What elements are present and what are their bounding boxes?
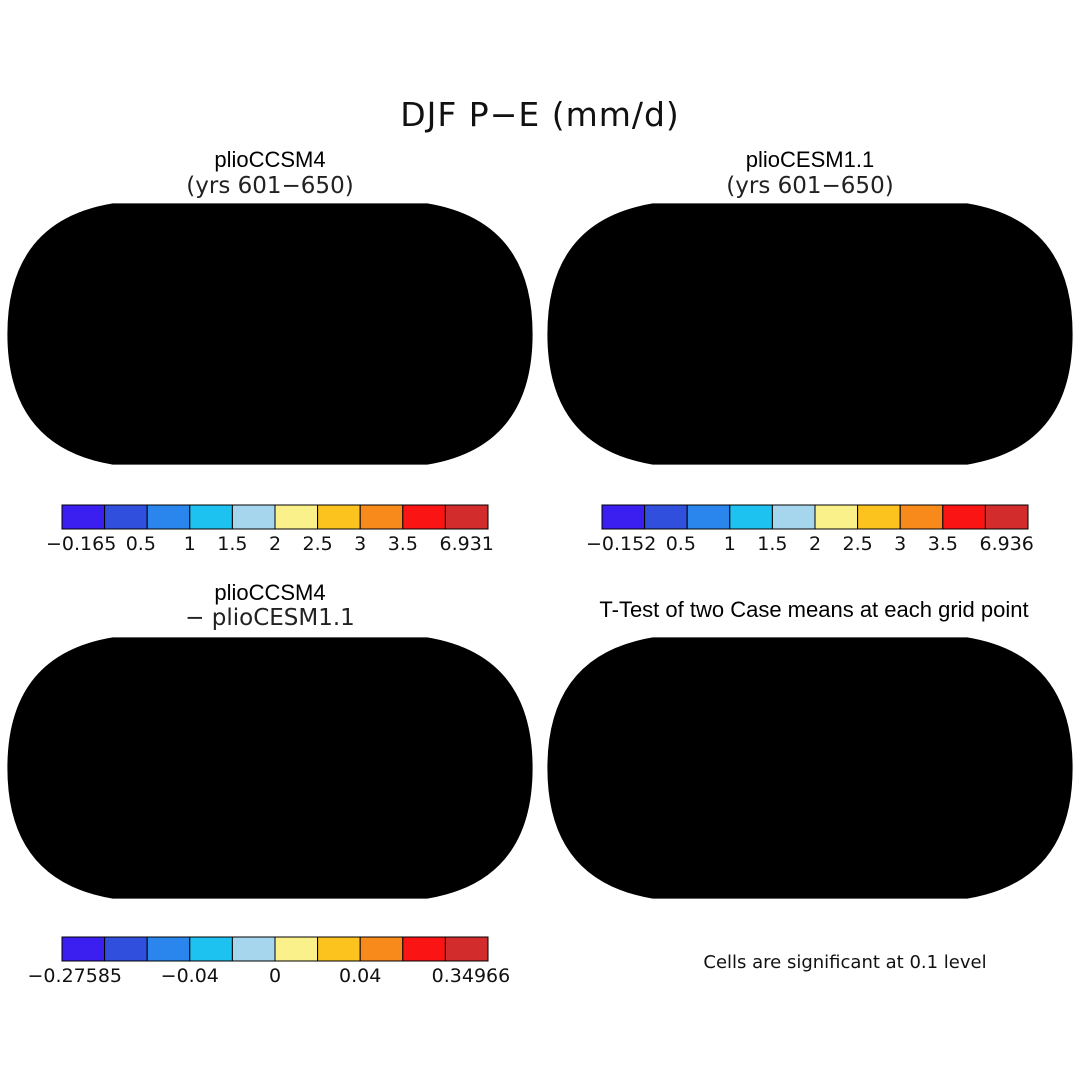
colorbar-swatch xyxy=(317,504,361,530)
panel-3-title: plioCCSM4 xyxy=(214,580,326,605)
colorbar-tick-label: 1 xyxy=(184,533,196,555)
colorbar-swatch xyxy=(146,936,191,962)
colorbar-swatch xyxy=(644,504,688,530)
colorbar-tick-label: 3 xyxy=(354,533,366,555)
colorbar-tick-label: 3 xyxy=(894,533,906,555)
colorbar-1: −0.165 0.5 1 1.5 2 2.5 3 3.5 6.931 xyxy=(46,504,494,555)
colorbar-tick-label: −0.04 xyxy=(161,965,219,987)
colorbar-tick-label: −0.27585 xyxy=(28,965,123,987)
colorbar-tick-label: 0.34966 xyxy=(432,965,511,987)
colorbar-3: −0.27585 −0.04 0 0.04 0.34966 xyxy=(28,936,511,987)
colorbar-tick-label: 1 xyxy=(724,533,736,555)
panel-4-title: T-Test of two Case means at each grid po… xyxy=(599,597,1029,622)
colorbar-tick-label: 2 xyxy=(809,533,821,555)
colorbar-swatch xyxy=(61,504,106,530)
colorbar-tick-label: 0.5 xyxy=(666,533,696,555)
colorbar-swatch xyxy=(359,936,404,962)
colorbar-swatch xyxy=(359,504,404,530)
colorbar-swatch xyxy=(686,504,731,530)
colorbar-swatch xyxy=(104,936,148,962)
colorbar-swatch xyxy=(444,504,489,530)
panel-3-subtitle: − plioCESM1.1 xyxy=(185,605,355,631)
colorbar-swatch xyxy=(984,504,1029,530)
panel-1-subtitle: (yrs 601−650) xyxy=(186,173,354,199)
significance-footnote: Cells are significant at 0.1 level xyxy=(703,952,987,973)
colorbar-swatch xyxy=(601,504,646,530)
panel-2-subtitle: (yrs 601−650) xyxy=(726,173,894,199)
colorbar-swatch xyxy=(274,504,319,530)
colorbar-tick-label: 0.5 xyxy=(126,533,156,555)
colorbar-swatch xyxy=(104,504,148,530)
colorbar-tick-label: 2 xyxy=(269,533,281,555)
colorbar-swatch xyxy=(317,936,361,962)
colorbar-swatch xyxy=(899,504,944,530)
colorbar-swatch xyxy=(771,504,816,530)
main-title: DJF P−E (mm/d) xyxy=(400,95,680,134)
colorbar-swatch xyxy=(857,504,901,530)
map-panel-4 xyxy=(548,638,1072,898)
colorbar-tick-label: 2.5 xyxy=(842,533,872,555)
colorbar-tick-label: 6.936 xyxy=(979,533,1033,555)
colorbar-tick-label: 1.5 xyxy=(757,533,787,555)
colorbar-tick-label: 0 xyxy=(269,965,281,987)
colorbar-tick-label: 6.931 xyxy=(439,533,493,555)
colorbar-swatch xyxy=(231,504,276,530)
map-panel-1 xyxy=(8,204,532,464)
colorbar-swatch xyxy=(61,936,106,962)
colorbar-tick-label: 0.04 xyxy=(339,965,381,987)
colorbar-tick-label: −0.152 xyxy=(586,533,656,555)
panel-2-title: plioCESM1.1 xyxy=(745,147,875,172)
colorbar-swatch xyxy=(444,936,489,962)
colorbar-swatch xyxy=(729,504,773,530)
colorbar-swatch xyxy=(942,504,986,530)
colorbar-swatch xyxy=(146,504,191,530)
colorbar-swatch xyxy=(814,504,859,530)
colorbar-swatch xyxy=(231,936,276,962)
colorbar-tick-label: 2.5 xyxy=(302,533,332,555)
colorbar-tick-label: −0.165 xyxy=(46,533,116,555)
colorbar-swatch xyxy=(274,936,319,962)
colorbar-swatch xyxy=(189,504,233,530)
colorbar-2: −0.152 0.5 1 1.5 2 2.5 3 3.5 6.936 xyxy=(586,504,1034,555)
map-panel-3 xyxy=(8,638,532,898)
colorbar-tick-label: 1.5 xyxy=(217,533,247,555)
colorbar-swatch xyxy=(402,504,446,530)
panel-1-title: plioCCSM4 xyxy=(214,147,326,172)
colorbar-tick-label: 3.5 xyxy=(928,533,958,555)
colorbar-swatch xyxy=(402,936,446,962)
map-panel-2 xyxy=(548,204,1072,464)
colorbar-tick-label: 3.5 xyxy=(388,533,418,555)
colorbar-swatch xyxy=(189,936,233,962)
